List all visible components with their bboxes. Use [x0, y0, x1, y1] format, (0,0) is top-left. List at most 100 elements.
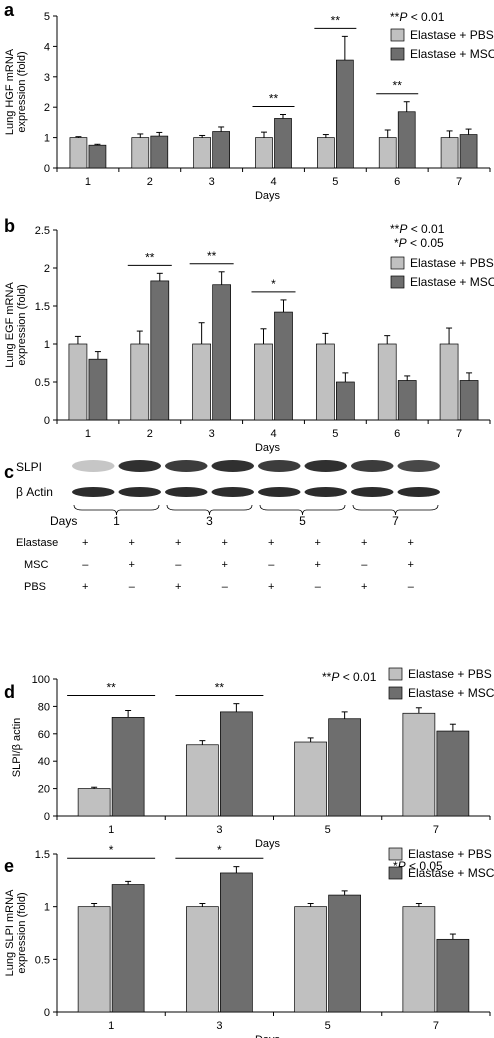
chart-e-x-tick-label: 1	[108, 1020, 114, 1032]
blot-condition-mark: +	[408, 559, 414, 571]
blot-label-actin: β Actin	[16, 485, 53, 499]
panel-letter-e: e	[4, 856, 14, 876]
blot-days-label: Days	[50, 514, 77, 528]
chart-e-bar-msc	[328, 894, 361, 1013]
chart-e-bar-msc	[111, 884, 145, 1013]
blot-day-label: 5	[299, 514, 306, 528]
chart-a-x-tick-label: 3	[209, 176, 215, 188]
chart-b-y-axis-label: Lung EGF mRNA	[4, 282, 16, 368]
blot-condition-mark: +	[361, 537, 367, 549]
blot-band-actin	[118, 487, 161, 497]
blot-day-label: 3	[206, 514, 213, 528]
chart-b-x-tick-label: 5	[332, 428, 338, 440]
chart-d-bar-pbs	[77, 788, 111, 817]
chart-b-bar-pbs	[316, 343, 335, 421]
chart-d-legend-label-msc: Elastase + MSC	[408, 686, 494, 700]
chart-e-bar-pbs	[402, 906, 436, 1013]
chart-d-y-tick-label: 100	[32, 674, 50, 686]
chart-e-legend-swatch-pbs	[388, 847, 403, 861]
chart-b-bar-pbs	[377, 343, 397, 421]
chart-d-significance-mark: **	[215, 680, 225, 694]
chart-a-x-tick-label: 7	[456, 176, 462, 188]
chart-b: 0 0.5 1 1.5 2 2.5 1 2 3 4 5 6 7 Days Lung EGF mRNA expr…	[4, 222, 494, 454]
chart-d-y-tick-label: 0	[44, 811, 50, 823]
chart-d-significance-mark: **	[106, 680, 116, 694]
chart-d-bar-msc	[328, 718, 361, 817]
blot-band-actin	[351, 487, 394, 497]
chart-b-y-tick-label: 1	[44, 339, 50, 351]
panel-letter-c: c	[4, 462, 14, 482]
blot-condition-mark: –	[82, 559, 89, 571]
chart-e: 0 0.5 1 1.5 1 3 5 7 Days Lung SLPI mRNAexpression…	[4, 843, 494, 1038]
chart-d-bar-msc	[220, 711, 253, 817]
chart-a-legend-swatch-pbs	[390, 28, 405, 42]
chart-b-p-value: *P < 0.05	[394, 236, 444, 250]
chart-a-y-tick-label: 1	[44, 133, 50, 145]
chart-e-bar-msc	[436, 938, 470, 1013]
chart-d-legend-swatch-pbs	[388, 667, 403, 681]
chart-e-bar-pbs	[77, 906, 111, 1013]
blot-condition-mark: +	[315, 559, 321, 571]
chart-b-significance-mark: **	[145, 250, 155, 264]
blot-day-label: 7	[392, 514, 399, 528]
chart-b-legend-swatch-msc	[390, 275, 405, 289]
chart-e-significance-mark: *	[217, 843, 222, 857]
chart-a-bar-pbs	[378, 137, 397, 169]
blot-condition-mark: –	[129, 581, 136, 593]
chart-a-bar-pbs	[131, 137, 150, 169]
chart-a-legend-swatch-msc	[390, 47, 405, 61]
blot-day-brace	[352, 504, 439, 516]
blot-band-slpi	[165, 460, 208, 472]
blot-condition-mark: +	[222, 537, 228, 549]
chart-b-bar-pbs	[254, 343, 273, 421]
blot-bands	[72, 460, 440, 497]
chart-b-bar-pbs	[68, 343, 88, 421]
blot-band-actin	[304, 487, 347, 497]
chart-b-significance-mark: **	[207, 249, 217, 263]
chart-b-x-tick-label: 3	[209, 428, 215, 440]
blot-condition-name: MSC	[24, 559, 49, 571]
blot-band-slpi	[258, 460, 301, 472]
chart-b-y-tick-label: 0	[44, 415, 50, 427]
chart-a-p-value: **P < 0.01	[390, 10, 445, 24]
blot-day-brace	[259, 504, 346, 516]
chart-b-y-tick-label: 1.5	[35, 301, 50, 313]
chart-a-bar-msc	[150, 135, 169, 169]
blot-condition-mark: +	[82, 537, 88, 549]
chart-d-y-tick-label: 20	[38, 784, 50, 796]
chart-d-p-value: **P < 0.01	[322, 670, 377, 684]
blot-condition-mark: +	[408, 537, 414, 549]
chart-a-significance-mark: **	[331, 13, 341, 27]
chart-a-x-tick-label: 5	[332, 176, 338, 188]
chart-b-legend-label-pbs: Elastase + PBS	[410, 256, 494, 270]
chart-a-x-tick-label: 4	[270, 176, 276, 188]
chart-e-significance-mark: *	[109, 843, 114, 857]
chart-a-x-axis-label: Days	[255, 190, 281, 202]
chart-a-significance-mark: **	[393, 79, 403, 93]
chart-e-legend-label-pbs: Elastase + PBS	[408, 847, 492, 861]
chart-d-bar-pbs	[294, 741, 327, 817]
chart-b-x-tick-label: 7	[456, 428, 462, 440]
chart-a-bar-pbs	[440, 137, 459, 169]
chart-d-x-tick-label: 1	[108, 824, 114, 836]
blot-band-actin	[397, 487, 440, 497]
chart-a-bar-msc	[397, 111, 416, 169]
chart-e-y-tick-label: 1	[44, 902, 50, 914]
chart-b-bar-pbs	[192, 343, 211, 421]
blot-label-slpi: SLPI	[16, 460, 42, 474]
chart-a-bar-msc	[459, 134, 478, 169]
chart-e-y-tick-label: 0	[44, 1007, 50, 1019]
chart-b-y-tick-label: 2	[44, 263, 50, 275]
blot-day-brace	[166, 504, 253, 516]
chart-a-y-tick-label: 5	[44, 11, 50, 23]
blot-band-actin	[165, 487, 208, 497]
chart-b-bar-pbs	[130, 343, 150, 421]
chart-a-bar-pbs	[69, 137, 88, 169]
chart-e-legend-swatch-msc	[388, 866, 403, 880]
chart-a-significance-mark: **	[269, 91, 279, 105]
chart-b-bar-msc	[459, 380, 479, 421]
chart-d-legend-swatch-msc	[388, 686, 403, 700]
chart-a-bar-msc	[88, 144, 107, 169]
chart-e-x-tick-label: 3	[216, 1020, 222, 1032]
